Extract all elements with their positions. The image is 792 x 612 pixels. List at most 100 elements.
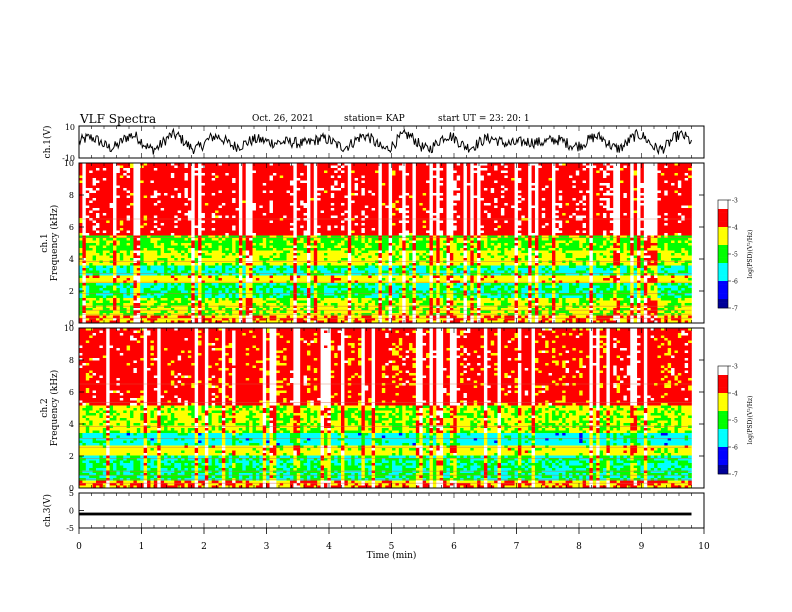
spectro-cell: [637, 178, 641, 181]
spectro-cell: [191, 180, 195, 184]
spectro-cell: [470, 223, 475, 226]
spectro-cell: [541, 285, 546, 289]
spectro-cell: [637, 240, 641, 244]
spectro-cell: [592, 235, 604, 239]
spectro-cell: [609, 200, 614, 204]
spectro-cell: [296, 255, 308, 259]
spectro-cell: [681, 233, 692, 236]
spectro-cell: [262, 255, 270, 259]
spectro-cell: [242, 248, 247, 251]
spectro-cell: [534, 185, 539, 189]
spectro-cell: [613, 165, 621, 169]
spectro-cell: [375, 265, 379, 269]
spectro-cell: [466, 205, 471, 209]
spectro-cell: [480, 185, 502, 189]
spectro-cell: [531, 195, 536, 199]
spectro-cell: [235, 208, 243, 211]
spectro-cell: [657, 195, 692, 199]
spectro-cell: [143, 165, 175, 169]
spectro-cell: [531, 198, 536, 201]
spectro-cell: [130, 283, 134, 286]
spectro-cell: [228, 235, 240, 239]
spectro-cell: [473, 175, 478, 179]
spectro-cell: [310, 175, 315, 179]
spectro-cell: [398, 248, 403, 251]
spectro-cell: [500, 170, 509, 174]
spectro-cell: [306, 260, 311, 264]
spectro-cell: [439, 205, 447, 209]
spectro-cell: [136, 260, 141, 264]
spectro-cell: [534, 230, 539, 234]
spectro-cell: [378, 225, 383, 229]
spectro-cell: [660, 258, 672, 261]
spectro-cell: [361, 248, 366, 251]
spectro-cell: [616, 275, 621, 279]
spectro-cell: [432, 188, 437, 191]
spectro-cell: [140, 258, 144, 261]
spectro-cell: [381, 188, 389, 191]
spectro-cell: [589, 205, 594, 209]
spectro-cell: [293, 245, 298, 249]
spectro-cell: [446, 203, 458, 206]
spectro-cell: [201, 243, 206, 246]
spectro-cell: [82, 183, 87, 186]
spectro-cell: [235, 263, 240, 266]
spectro-cell: [603, 273, 611, 276]
spectro-cell: [79, 285, 83, 289]
spectro-cell: [245, 273, 250, 276]
spectro-cell: [398, 210, 410, 214]
spectro-cell: [402, 283, 406, 286]
spectro-cell: [245, 238, 250, 241]
spectro-cell: [633, 180, 638, 184]
spectro-cell: [606, 200, 611, 204]
spectro-cell: [272, 240, 287, 244]
spectro-cell: [310, 263, 315, 266]
spectro-cell: [490, 248, 495, 251]
spectro-cell: [524, 258, 529, 261]
spectro-cell: [449, 258, 454, 261]
spectro-cell: [453, 233, 464, 236]
spectro-cell: [388, 290, 393, 294]
spectro-cell: [528, 280, 532, 284]
spectro-cell: [592, 285, 600, 289]
spectro-cell: [181, 250, 185, 254]
spectro-cell: [412, 228, 417, 231]
spectro-cell: [674, 190, 679, 194]
spectro-cell: [153, 245, 165, 249]
spectro-cell: [157, 220, 175, 224]
spectro-cell: [79, 273, 83, 276]
spectro-cell: [198, 180, 202, 184]
spectro-cell: [494, 220, 498, 224]
spectro-cell: [528, 275, 532, 279]
spectro-cell: [181, 253, 185, 256]
spectro-cell: [255, 285, 264, 289]
spectro-cell: [487, 215, 492, 219]
spectro-cell: [211, 275, 216, 279]
spectro-cell: [633, 258, 638, 261]
spectro-cell: [545, 270, 549, 274]
spectro-cell: [528, 170, 532, 174]
spectro-cell: [466, 245, 471, 249]
spectro-cell: [405, 170, 413, 174]
spectro-cell: [555, 285, 560, 289]
spectro-cell: [507, 285, 515, 289]
spectro-cell: [463, 180, 468, 184]
spectro-cell: [388, 163, 393, 166]
spectro-cell: [480, 193, 515, 196]
spectro-cell: [289, 290, 294, 294]
spectro-cell: [592, 163, 604, 166]
spectro-cell: [558, 248, 563, 251]
spectro-cell: [463, 163, 468, 166]
spectro-cell: [170, 270, 178, 274]
spectro-cell: [242, 198, 247, 201]
spectro-cell: [143, 288, 151, 291]
spectro-cell: [140, 208, 161, 211]
spectro-cell: [490, 268, 498, 271]
spectro-cell: [317, 240, 321, 244]
spectro-cell: [198, 185, 202, 189]
spectro-cell: [351, 180, 362, 184]
spectro-cell: [504, 190, 515, 194]
spectro-cell: [415, 193, 423, 196]
spectro-cell: [269, 205, 274, 209]
spectro-cell: [85, 225, 93, 229]
